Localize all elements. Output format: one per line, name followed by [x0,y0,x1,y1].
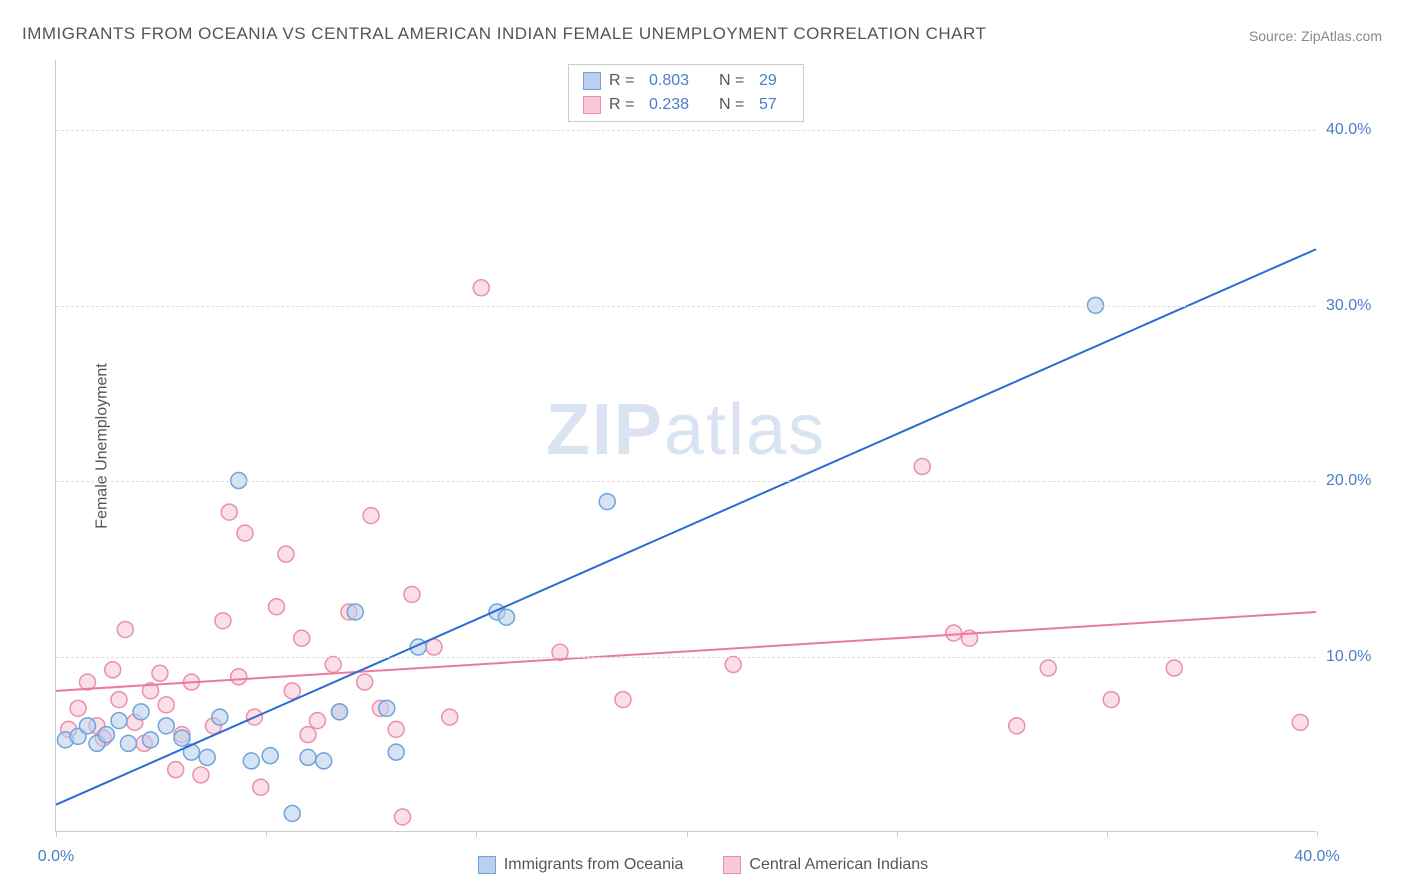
data-point [599,494,615,510]
data-point [473,280,489,296]
data-point [442,709,458,725]
data-point [111,692,127,708]
data-point [332,704,348,720]
data-point [212,709,228,725]
data-point [388,721,404,737]
x-tick [266,831,267,837]
data-point [80,718,96,734]
data-point [111,713,127,729]
data-point [1103,692,1119,708]
y-tick-label: 40.0% [1326,121,1386,139]
gridline [56,657,1316,658]
plot-svg [56,60,1316,831]
data-point [347,604,363,620]
y-tick-label: 20.0% [1326,472,1386,490]
data-point [262,748,278,764]
r-value: 0.238 [649,93,711,117]
series-legend: Immigrants from Oceania Central American… [0,856,1406,874]
data-point [152,665,168,681]
data-point [174,730,190,746]
data-point [1009,718,1025,734]
data-point [404,586,420,602]
data-point [133,704,149,720]
data-point [278,546,294,562]
data-point [221,504,237,520]
data-point [498,609,514,625]
data-point [309,713,325,729]
chart-title: IMMIGRANTS FROM OCEANIA VS CENTRAL AMERI… [22,24,986,44]
legend-row: R = 0.238 N = 57 [583,93,789,117]
data-point [158,697,174,713]
legend-swatch [583,96,601,114]
x-tick [1107,831,1108,837]
legend-swatch [723,856,741,874]
data-point [1292,714,1308,730]
data-point [117,621,133,637]
n-value: 29 [759,69,789,93]
data-point [168,762,184,778]
data-point [243,753,259,769]
y-tick-label: 10.0% [1326,648,1386,666]
data-point [1040,660,1056,676]
legend-row: R = 0.803 N = 29 [583,69,789,93]
data-point [143,732,159,748]
correlation-legend: R = 0.803 N = 29 R = 0.238 N = 57 [568,64,804,122]
data-point [357,674,373,690]
data-point [215,613,231,629]
r-value: 0.803 [649,69,711,93]
data-point [725,657,741,673]
source-label: Source: ZipAtlas.com [1249,28,1382,44]
data-point [70,700,86,716]
x-tick [687,831,688,837]
data-point [914,459,930,475]
plot-area: ZIPatlas R = 0.803 N = 29 R = 0.238 N = … [55,60,1316,832]
data-point [552,644,568,660]
data-point [300,727,316,743]
data-point [193,767,209,783]
r-label: R = [609,69,641,93]
data-point [946,625,962,641]
data-point [231,669,247,685]
r-label: R = [609,93,641,117]
x-tick [476,831,477,837]
legend-item: Central American Indians [723,856,928,874]
data-point [120,735,136,751]
data-point [237,525,253,541]
gridline [56,306,1316,307]
trend-line [56,612,1316,691]
data-point [294,630,310,646]
data-point [379,700,395,716]
data-point [316,753,332,769]
data-point [269,599,285,615]
data-point [158,718,174,734]
legend-swatch [583,72,601,90]
data-point [105,662,121,678]
data-point [1166,660,1182,676]
x-tick [56,831,57,837]
data-point [284,683,300,699]
data-point [615,692,631,708]
data-point [199,749,215,765]
n-label: N = [719,69,751,93]
data-point [253,779,269,795]
legend-label: Central American Indians [749,856,928,874]
n-value: 57 [759,93,789,117]
data-point [388,744,404,760]
data-point [284,805,300,821]
x-tick [897,831,898,837]
legend-label: Immigrants from Oceania [504,856,684,874]
gridline [56,481,1316,482]
n-label: N = [719,93,751,117]
gridline [56,130,1316,131]
data-point [363,508,379,524]
x-tick [1317,831,1318,837]
legend-item: Immigrants from Oceania [478,856,684,874]
data-point [300,749,316,765]
legend-swatch [478,856,496,874]
y-tick-label: 30.0% [1326,297,1386,315]
data-point [325,657,341,673]
data-point [395,809,411,825]
data-point [98,727,114,743]
